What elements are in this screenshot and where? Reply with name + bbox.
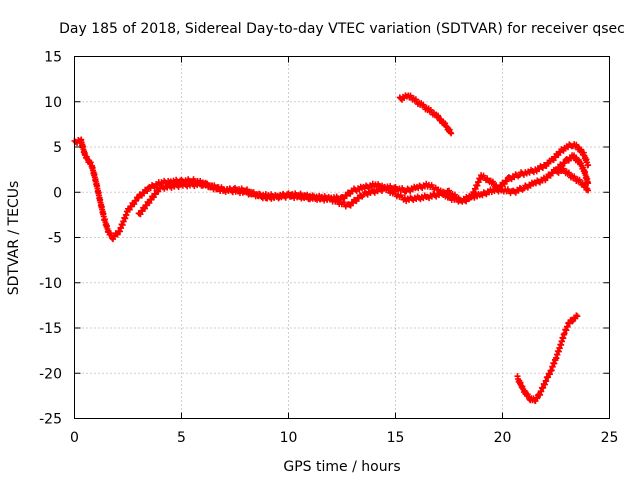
data-point-marker xyxy=(150,194,157,201)
data-point-marker xyxy=(534,395,541,402)
data-point-marker xyxy=(448,130,455,137)
series-track-5 xyxy=(553,165,592,194)
y-tick-label: 5 xyxy=(53,140,62,156)
data-point-marker xyxy=(585,180,592,187)
series-track-7 xyxy=(514,312,581,405)
series-track-6 xyxy=(396,92,455,137)
y-tick-label: -25 xyxy=(39,412,62,428)
data-point-marker xyxy=(503,178,510,185)
y-tick-label: 0 xyxy=(53,185,62,201)
x-axis-ticks: 0 5 10 15 20 25 xyxy=(70,56,619,446)
y-tick-label: -20 xyxy=(39,366,62,382)
y-tick-label: 10 xyxy=(44,95,62,111)
y-tick-label: -10 xyxy=(39,276,62,292)
data-point-marker xyxy=(146,199,153,206)
y-axis-ticks: -25 -20 -15 -10 -5 0 5 10 15 xyxy=(39,50,610,428)
x-tick-label: 15 xyxy=(387,430,405,446)
x-tick-label: 10 xyxy=(280,430,298,446)
grid xyxy=(74,56,610,419)
data-point-marker xyxy=(126,206,133,213)
data-point-marker xyxy=(137,211,144,218)
data-points xyxy=(71,92,592,405)
x-axis-label: GPS time / hours xyxy=(283,459,400,475)
data-point-marker xyxy=(133,197,140,204)
data-point-marker xyxy=(561,160,568,167)
x-tick-label: 0 xyxy=(70,430,79,446)
y-axis-label: SDTVAR / TECUs xyxy=(6,181,22,296)
data-point-marker xyxy=(585,162,592,169)
data-point-marker xyxy=(131,201,138,208)
x-tick-label: 5 xyxy=(177,430,186,446)
data-point-marker xyxy=(87,159,94,166)
data-point-marker xyxy=(573,312,580,319)
data-point-marker xyxy=(585,187,592,194)
data-point-marker xyxy=(144,188,151,195)
data-point-marker xyxy=(569,318,576,325)
y-tick-label: 15 xyxy=(44,50,62,66)
x-tick-label: 25 xyxy=(601,430,619,446)
data-point-marker xyxy=(574,313,581,320)
data-point-marker xyxy=(141,205,148,212)
y-tick-label: -15 xyxy=(39,321,62,337)
series-track-4 xyxy=(460,141,592,205)
y-tick-label: -5 xyxy=(48,231,62,247)
x-tick-label: 20 xyxy=(494,430,512,446)
data-point-marker xyxy=(155,188,162,195)
data-point-marker xyxy=(114,231,121,238)
series-track-2 xyxy=(135,179,463,218)
chart-title: Day 185 of 2018, Sidereal Day-to-day VTE… xyxy=(59,21,625,37)
